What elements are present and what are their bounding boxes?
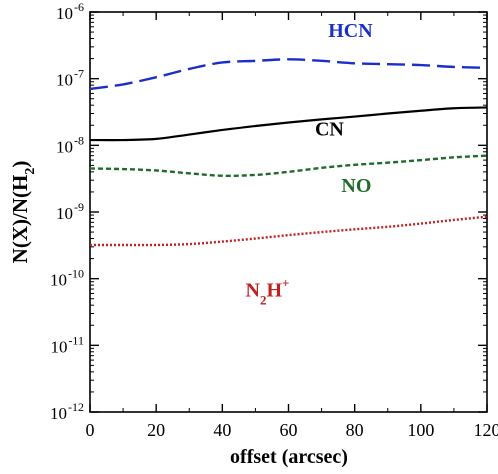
series-layer [90, 59, 487, 245]
x-tick-label: 60 [280, 420, 298, 440]
x-tick-label: 120 [474, 420, 498, 440]
plot-frame [90, 12, 487, 412]
y-tick-exponent: -8 [74, 133, 84, 147]
series-label-2: NO [341, 175, 371, 197]
y-tick-exponent: -6 [74, 0, 84, 14]
series-label-1: CN [315, 119, 344, 141]
series-line-2 [90, 156, 487, 176]
y-tick-label: 10-12 [50, 400, 84, 423]
y-tick-exponent: -12 [68, 400, 84, 414]
series-line-1 [90, 107, 487, 140]
y-axis-label: N(X)/N(H2) [8, 161, 38, 264]
x-axis-label: offset (arcsec) [230, 446, 348, 468]
y-tick-label: 10-7 [56, 67, 84, 90]
x-tick-label: 80 [346, 420, 364, 440]
y-tick-exponent: -7 [74, 67, 84, 81]
y-tick-label: 10-6 [56, 0, 84, 23]
series-label-3: N2H+ [245, 276, 289, 308]
x-tick-label: 20 [147, 420, 165, 440]
y-tick-label: 10-10 [50, 267, 84, 290]
series-line-3 [90, 217, 487, 245]
plot-border [90, 12, 487, 412]
y-tick-exponent: -11 [68, 333, 84, 347]
x-tick-label: 0 [86, 420, 95, 440]
x-axis: 0 20 40 60 80 100 120 [86, 12, 498, 440]
x-tick-label: 100 [407, 420, 434, 440]
series-line-0 [90, 59, 487, 89]
y-axis: 10-12 10-11 10-10 10-9 10-8 10-7 10-6 [50, 0, 487, 423]
x-tick-label: 40 [213, 420, 231, 440]
y-tick-exponent: -9 [74, 200, 84, 214]
y-axis-label-text: N(X)/N(H2) [8, 161, 38, 264]
y-tick-label: 10-8 [56, 133, 84, 156]
y-tick-label: 10-11 [50, 333, 84, 356]
y-tick-label: 10-9 [56, 200, 84, 223]
series-label-0: HCN [328, 20, 373, 42]
y-tick-exponent: -10 [68, 267, 84, 281]
